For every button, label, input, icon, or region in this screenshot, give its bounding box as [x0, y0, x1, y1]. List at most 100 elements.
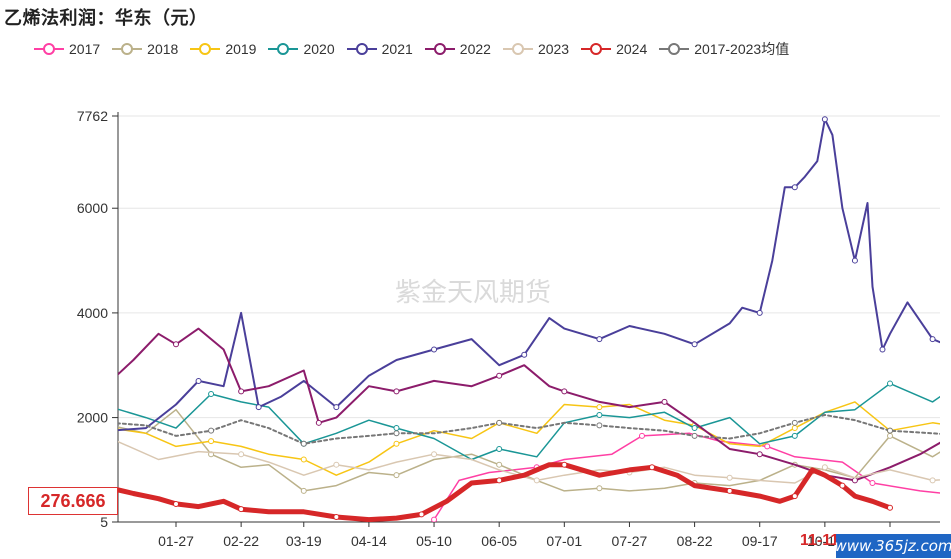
series-point-2024 [561, 461, 568, 468]
series-point-2022 [173, 341, 179, 348]
series-point-2017-2023均值 [496, 419, 503, 426]
legend-label: 2024 [616, 41, 648, 57]
x-tick-label: 03-19 [286, 533, 322, 549]
last-value-box: 276.666 [28, 487, 118, 515]
legend-swatch-icon [659, 43, 690, 55]
series-point-2020 [691, 425, 698, 432]
series-point-2024 [791, 493, 798, 500]
series-point-2022 [496, 372, 503, 379]
series-point-2024 [173, 500, 179, 507]
series-point-2019 [108, 426, 113, 431]
series-point-2018 [108, 423, 113, 428]
legend-item-2023[interactable]: 2023 [502, 41, 570, 57]
series-point-2021 [255, 404, 262, 411]
legend-item-2020[interactable]: 2020 [268, 41, 335, 57]
x-tick-label: 10-13 [807, 533, 843, 549]
series-point-2022 [661, 398, 668, 405]
series-point-2020 [791, 432, 798, 439]
series-point-2024 [333, 514, 340, 521]
series-point-2023 [929, 477, 936, 484]
series-line-2018 [118, 408, 940, 492]
x-tick-label: 01-27 [158, 533, 194, 549]
y-tick-label: 2000 [77, 410, 108, 426]
y-tick-label: 5 [100, 514, 108, 530]
legend-label: 2017 [69, 41, 101, 57]
legend-swatch-icon [34, 43, 64, 55]
series-point-2024 [726, 487, 733, 494]
series-point-2023 [533, 477, 540, 484]
legend-item-2024[interactable]: 2024 [581, 41, 647, 57]
series-point-2022 [108, 378, 113, 383]
legend-item-2018[interactable]: 2018 [112, 41, 178, 57]
series-line-2017-2023均值 [118, 414, 940, 445]
legend-swatch-icon [268, 43, 299, 55]
chart-legend: 2017 2018 2019 2020 2021 2022 2023 2024 2017-202… [34, 38, 801, 60]
series-point-2017-2023均值 [300, 440, 307, 447]
legend-swatch-icon [190, 43, 221, 55]
series-point-2023 [238, 451, 245, 458]
series-point-2017 [638, 432, 645, 439]
series-point-2022 [315, 419, 322, 426]
legend-swatch-icon [581, 43, 612, 55]
series-point-2022 [561, 388, 568, 395]
site-watermark: www.365jz.com [834, 534, 951, 558]
series-point-2017-2023均值 [887, 427, 893, 434]
chart-title: 乙烯法利润：华东（元） [4, 8, 208, 29]
series-point-2020 [496, 445, 503, 452]
series-line-2022 [118, 327, 940, 482]
x-tick-label: 09-17 [742, 533, 778, 549]
series-point-2023 [108, 436, 113, 441]
series-point-2021 [108, 428, 113, 433]
legend-label: 2017-2023均值 [694, 41, 790, 57]
series-point-2019 [300, 456, 307, 463]
series-point-2020 [887, 380, 893, 387]
legend-item-2022[interactable]: 2022 [424, 41, 491, 57]
series-point-2020 [596, 411, 603, 418]
series-point-2024 [887, 504, 893, 511]
series-point-2018 [887, 432, 893, 439]
series-point-2017-2023均值 [791, 419, 798, 426]
series-line-2020 [118, 382, 940, 461]
legend-item-2019[interactable]: 2019 [190, 41, 256, 57]
legend-item-2017[interactable]: 2017 [34, 41, 100, 57]
legend-label: 2019 [225, 41, 257, 57]
series-point-2017-2023均值 [691, 432, 698, 439]
legend-item-2021[interactable]: 2021 [346, 41, 413, 57]
x-tick-label: 05-10 [416, 533, 452, 549]
legend-swatch-icon [424, 43, 455, 55]
series-point-2017 [869, 480, 876, 487]
series-point-2020 [108, 405, 113, 410]
x-tick-label: 08-22 [677, 533, 713, 549]
y-tick-label: 6000 [77, 200, 108, 216]
series-point-2021 [691, 341, 698, 348]
series-point-2017-2023均值 [393, 430, 400, 437]
series-point-2023 [333, 461, 340, 468]
cursor-date-label: 11-11 [800, 532, 840, 549]
x-tick-label: 07-27 [612, 533, 648, 549]
series-point-2022 [945, 436, 950, 441]
legend-item-2017-2023均值[interactable]: 2017-2023均值 [659, 39, 789, 59]
series-point-2021 [521, 351, 528, 358]
series-point-2021 [821, 116, 828, 123]
series-point-2024 [496, 477, 503, 484]
series-point-2019 [791, 425, 798, 432]
series-point-2022 [393, 388, 400, 395]
series-point-2024 [238, 506, 245, 513]
y-tick-label: 4000 [77, 305, 108, 321]
legend-label: 2022 [459, 41, 491, 57]
legend-swatch-icon [112, 43, 143, 55]
legend-label: 2020 [303, 41, 335, 57]
series-point-2024 [418, 511, 425, 518]
series-line-2023 [118, 440, 940, 484]
series-point-2022 [238, 388, 245, 395]
series-point-2018 [596, 485, 603, 492]
series-point-2017 [764, 443, 771, 450]
series-point-2018 [393, 472, 400, 479]
series-point-2017-2023均值 [108, 420, 113, 425]
series-point-2021 [195, 377, 202, 384]
legend-label: 2023 [537, 41, 570, 57]
series-point-2023 [821, 464, 828, 471]
series-point-2017-2023均值 [596, 422, 603, 429]
series-point-2019 [393, 440, 400, 447]
